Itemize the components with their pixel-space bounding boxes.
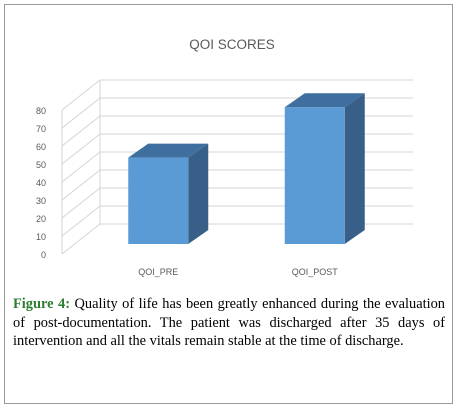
figure-label: Figure 4:	[13, 296, 70, 312]
y-tick-label: 30	[36, 196, 46, 206]
y-tick-label: 0	[41, 250, 46, 260]
caption-text: Quality of life has been greatly enhance…	[13, 296, 445, 350]
bar-top-face	[128, 143, 209, 158]
gridline-side	[61, 169, 101, 201]
y-tick-label: 20	[36, 214, 46, 224]
x-axis-labels: QOI_PRE QOI_POST	[138, 267, 338, 277]
gridline-side	[61, 133, 101, 165]
gridline-side	[61, 205, 101, 237]
y-tick-label: 60	[36, 142, 46, 152]
gridline-side	[61, 79, 101, 111]
bar-qoi-pre	[128, 143, 209, 244]
y-tick-label: 50	[36, 160, 46, 170]
y-tick-label: 10	[36, 232, 46, 242]
bar-side-face	[188, 143, 209, 244]
y-tick-label: 80	[36, 106, 46, 116]
bar-side-face	[344, 93, 365, 244]
gridline-side	[61, 97, 101, 129]
y-axis-ticks: 0 10 20 30 40 50 60 70 80	[36, 106, 46, 260]
gridline-side	[61, 151, 101, 183]
gridline-side	[61, 223, 101, 255]
figure-caption: Figure 4: Quality of life has been great…	[13, 295, 445, 351]
bar-qoi-post	[284, 93, 365, 244]
gridline-side	[61, 115, 101, 147]
bars	[128, 93, 365, 244]
figure-frame	[4, 4, 453, 404]
bar-top-face	[284, 93, 365, 108]
bar-front-face	[284, 107, 345, 244]
y-tick-label: 70	[36, 124, 46, 134]
x-tick-label: QOI_POST	[292, 267, 339, 277]
chart-title: QOI SCORES	[189, 37, 275, 52]
y-tick-label: 40	[36, 178, 46, 188]
gridline-side	[61, 187, 101, 219]
x-tick-label: QOI_PRE	[138, 267, 178, 277]
bar-front-face	[128, 157, 189, 244]
